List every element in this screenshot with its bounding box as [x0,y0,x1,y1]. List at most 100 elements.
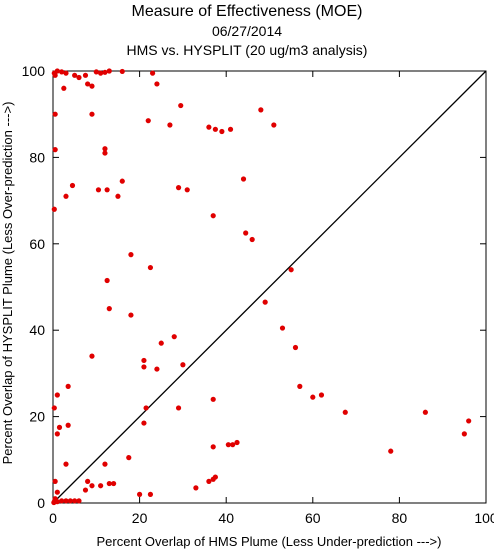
data-point [225,442,231,448]
data-point [89,83,95,89]
data-point [143,405,149,411]
data-point [89,353,95,359]
data-point [180,362,186,368]
data-point [51,405,57,411]
data-point [76,74,82,81]
data-point [271,122,277,128]
data-point [65,383,71,389]
data-point [154,366,160,372]
data-point [54,392,60,398]
data-point [102,69,108,75]
x-tick-label: 80 [392,510,408,526]
data-point [102,461,108,467]
data-point [52,478,58,484]
y-tick-label: 80 [29,149,45,165]
data-point [258,107,264,113]
data-point [51,206,57,212]
y-tick-label: 40 [29,322,45,338]
data-point [297,383,303,389]
data-point [63,193,69,199]
data-point [292,344,299,351]
data-point [342,409,348,415]
y-tick-label: 0 [37,495,45,511]
data-point [243,230,249,236]
data-point [115,193,121,199]
data-point [98,483,104,489]
axis-ticks: 0 20 40 60 80 100 0 20 40 60 80 100 [22,63,494,526]
data-point [52,147,58,153]
data-point [178,102,184,109]
data-point [119,68,125,75]
plot-area [52,70,487,504]
data-point [89,483,95,489]
data-point [98,70,104,76]
data-point [145,118,151,124]
data-point [212,474,218,480]
data-point [65,422,71,428]
data-point [167,122,173,128]
data-point [137,491,143,497]
one-to-one-line [52,70,487,504]
data-point [318,392,325,398]
data-point [119,178,125,184]
data-point [175,185,182,191]
data-point [56,424,63,430]
data-point [279,325,286,331]
x-tick-label: 0 [49,510,57,526]
data-point [51,499,57,506]
data-point [249,236,255,243]
data-point [175,405,182,411]
y-tick-label: 60 [29,236,45,252]
data-point [89,111,95,117]
data-point [85,81,91,87]
x-axis-label: Percent Overlap of HMS Plume (Less Under… [97,534,442,549]
y-axis-label: Percent Overlap of HYSPLIT Plume (Less O… [0,102,15,465]
data-point [52,72,58,78]
chart-title: Measure of Effectiveness (MOE) [132,3,363,20]
data-point [128,312,134,318]
data-point [104,187,110,193]
data-point [54,68,60,74]
data-point [52,111,58,117]
data-point [210,444,216,450]
data-points [51,68,472,506]
data-point [206,124,212,130]
chart-subtitle-analysis: HMS vs. HYSPLIT (20 ug/m3 analysis) [127,42,368,58]
chart-subtitle-date: 06/27/2014 [212,23,282,39]
data-point [106,68,112,74]
data-point [171,334,177,340]
data-point [72,72,78,78]
data-point [76,498,82,504]
data-point [230,442,236,448]
data-point [63,70,69,76]
data-point [193,485,199,491]
data-point [219,128,225,135]
data-point [106,306,112,312]
data-point [461,431,467,437]
x-tick-label: 20 [132,510,148,526]
data-point [102,150,108,156]
data-point [63,461,69,467]
data-point [184,187,190,193]
data-point [106,480,112,487]
data-point [126,455,132,461]
data-point [154,81,160,87]
x-tick-label: 100 [474,510,494,526]
data-point [82,487,89,493]
data-point [388,448,394,454]
data-point [141,364,147,370]
data-point [288,267,294,273]
data-point [262,299,268,305]
y-tick-label: 20 [29,409,45,425]
data-point [54,489,60,495]
data-point [72,498,78,504]
data-point [82,72,89,78]
data-point [63,498,69,504]
data-point [210,213,216,219]
data-point [240,176,247,182]
data-point [59,498,65,504]
y-tick-label: 100 [22,63,46,79]
plot-frame [52,70,487,504]
data-point [59,69,65,75]
